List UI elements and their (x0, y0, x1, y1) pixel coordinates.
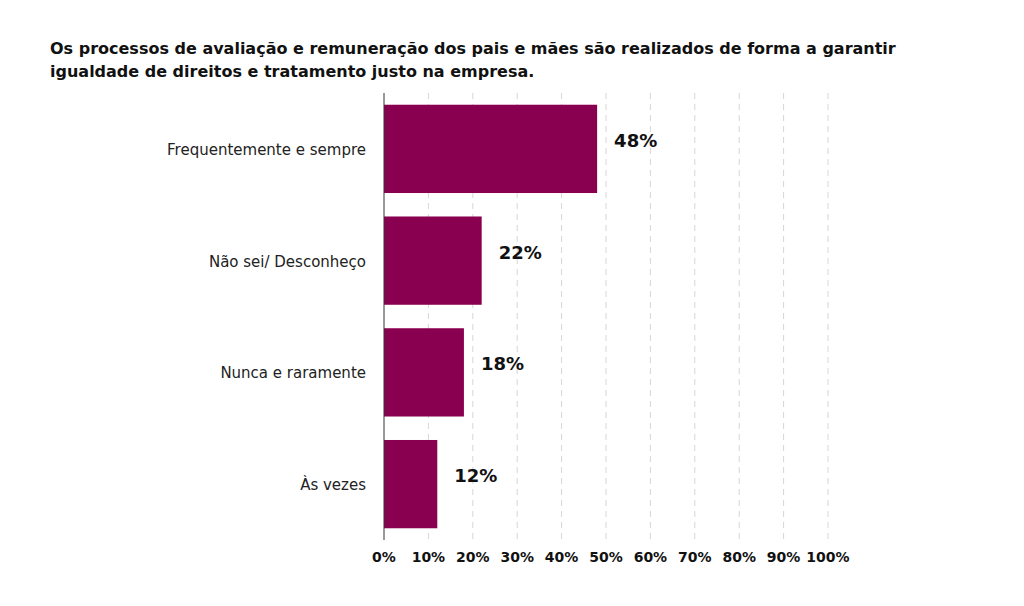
data-label: 22% (499, 242, 542, 263)
category-label: Às vezes (300, 475, 366, 494)
tick-label: 70% (678, 549, 712, 565)
tick-label: 20% (456, 549, 490, 565)
grid-line (650, 93, 651, 540)
bar (384, 216, 482, 304)
grid-line (828, 93, 829, 540)
tick-label: 50% (589, 549, 623, 565)
axis-line (384, 93, 385, 540)
tick-label: 40% (545, 549, 579, 565)
grid-line (739, 93, 740, 540)
data-label: 18% (481, 353, 524, 374)
category-label: Frequentemente e sempre (167, 141, 366, 159)
chart: 0% 10% 20% 30% 40% 50% 60% 70% 80% 90% 100% Frequen… (0, 0, 1024, 606)
tick-label: 0% (372, 549, 396, 565)
tick-label: 90% (767, 549, 801, 565)
bar (384, 105, 597, 193)
tick-label: 80% (722, 549, 756, 565)
tick-label: 60% (634, 549, 668, 565)
tick-label: 30% (500, 549, 534, 565)
category-label: Nunca e raramente (220, 364, 366, 382)
tick-label: 10% (412, 549, 446, 565)
bar (384, 440, 437, 528)
bars (384, 105, 597, 529)
data-label: 48% (614, 130, 657, 151)
bar (384, 328, 464, 416)
tick-label: 100% (806, 549, 849, 565)
data-label: 12% (454, 465, 497, 486)
chart-title: Os processos de avaliação e remuneração … (50, 37, 970, 83)
grid-line (606, 93, 607, 540)
category-label: Não sei/ Desconheço (209, 253, 366, 271)
grid-line (694, 93, 695, 540)
grid-line (783, 93, 784, 540)
